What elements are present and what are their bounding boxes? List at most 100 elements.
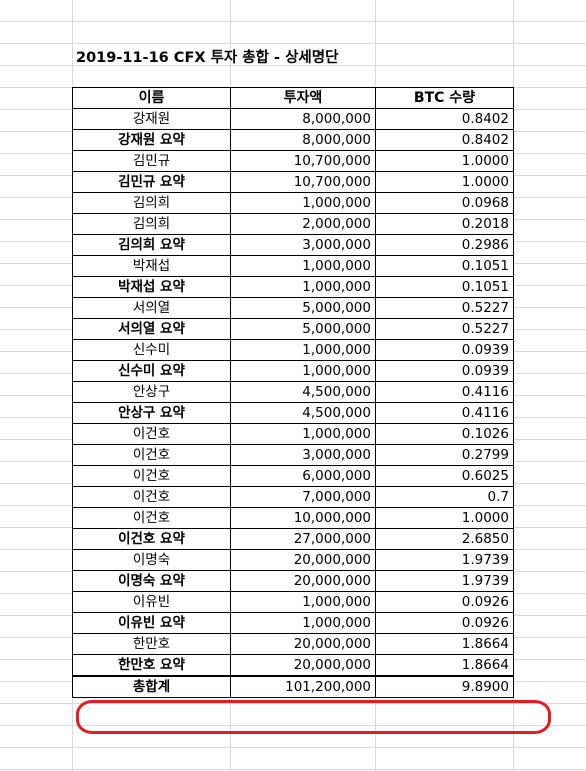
column-header-btc[interactable]: BTC 수량 xyxy=(375,87,514,109)
name-cell[interactable]: 서의열 xyxy=(72,297,231,319)
name-cell[interactable]: 강재원 요약 xyxy=(72,129,231,151)
name-cell[interactable]: 이명숙 요약 xyxy=(72,570,231,592)
amount-cell[interactable]: 1,000,000 xyxy=(230,255,376,277)
amount-cell[interactable]: 20,000,000 xyxy=(230,633,376,655)
table-row: 이유빈 1,000,000 0.0926 xyxy=(72,591,514,613)
table-row: 신수미 1,000,000 0.0939 xyxy=(72,339,514,361)
btc-cell[interactable]: 0.4116 xyxy=(375,402,514,424)
btc-cell[interactable]: 0.0926 xyxy=(375,591,514,613)
btc-cell[interactable]: 2.6850 xyxy=(375,528,514,550)
name-cell[interactable]: 이명숙 xyxy=(72,549,231,571)
btc-cell[interactable]: 0.1051 xyxy=(375,255,514,277)
name-cell[interactable]: 김민규 xyxy=(72,150,231,172)
amount-cell[interactable]: 7,000,000 xyxy=(230,486,376,508)
amount-cell[interactable]: 1,000,000 xyxy=(230,192,376,214)
amount-cell[interactable]: 1,000,000 xyxy=(230,339,376,361)
btc-cell[interactable]: 0.1026 xyxy=(375,423,514,445)
name-cell[interactable]: 이건호 xyxy=(72,486,231,508)
name-cell[interactable]: 박재섭 요약 xyxy=(72,276,231,298)
amount-cell[interactable]: 5,000,000 xyxy=(230,297,376,319)
btc-cell[interactable]: 1.0000 xyxy=(375,171,514,193)
gridline-horizontal xyxy=(0,747,586,748)
gridline-horizontal xyxy=(0,43,586,44)
btc-cell[interactable]: 0.5227 xyxy=(375,297,514,319)
btc-cell[interactable]: 1.9739 xyxy=(375,549,514,571)
name-cell[interactable]: 안상구 요약 xyxy=(72,402,231,424)
btc-cell[interactable]: 0.0968 xyxy=(375,192,514,214)
amount-cell[interactable]: 6,000,000 xyxy=(230,465,376,487)
amount-cell[interactable]: 20,000,000 xyxy=(230,549,376,571)
amount-cell[interactable]: 10,700,000 xyxy=(230,150,376,172)
amount-cell[interactable]: 2,000,000 xyxy=(230,213,376,235)
amount-cell[interactable]: 1,000,000 xyxy=(230,423,376,445)
summary-row: 이건호 요약 27,000,000 2.6850 xyxy=(72,528,514,550)
btc-cell[interactable]: 1.0000 xyxy=(375,150,514,172)
amount-cell[interactable]: 1,000,000 xyxy=(230,612,376,634)
btc-cell[interactable]: 1.9739 xyxy=(375,570,514,592)
btc-cell[interactable]: 1.0000 xyxy=(375,507,514,529)
name-cell[interactable]: 이건호 xyxy=(72,465,231,487)
amount-cell[interactable]: 5,000,000 xyxy=(230,318,376,340)
btc-cell[interactable]: 0.7 xyxy=(375,486,514,508)
amount-cell[interactable]: 4,500,000 xyxy=(230,402,376,424)
btc-cell[interactable]: 0.4116 xyxy=(375,381,514,403)
name-cell[interactable]: 박재섭 xyxy=(72,255,231,277)
amount-cell[interactable]: 8,000,000 xyxy=(230,129,376,151)
name-cell[interactable]: 신수미 요약 xyxy=(72,360,231,382)
name-cell[interactable]: 안상구 xyxy=(72,381,231,403)
amount-cell[interactable]: 10,700,000 xyxy=(230,171,376,193)
amount-cell[interactable]: 3,000,000 xyxy=(230,234,376,256)
btc-cell[interactable]: 0.2018 xyxy=(375,213,514,235)
name-cell[interactable]: 김의희 xyxy=(72,192,231,214)
btc-cell[interactable]: 0.8402 xyxy=(375,108,514,130)
amount-cell[interactable]: 1,000,000 xyxy=(230,360,376,382)
btc-cell[interactable]: 0.2799 xyxy=(375,444,514,466)
btc-cell[interactable]: 0.0926 xyxy=(375,612,514,634)
header-row: 이름 투자액 BTC 수량 xyxy=(72,87,514,109)
name-cell[interactable]: 이건호 xyxy=(72,507,231,529)
total-btc-cell[interactable]: 9.8900 xyxy=(375,675,514,698)
investment-table: 이름 투자액 BTC 수량 강재원 8,000,000 0.8402 강재원 요약 8,… xyxy=(72,87,514,698)
total-label-cell[interactable]: 총합계 xyxy=(72,675,231,698)
column-header-name[interactable]: 이름 xyxy=(72,87,231,109)
name-cell[interactable]: 이유빈 요약 xyxy=(72,612,231,634)
btc-cell[interactable]: 0.6025 xyxy=(375,465,514,487)
column-header-amount[interactable]: 투자액 xyxy=(230,87,376,109)
amount-cell[interactable]: 3,000,000 xyxy=(230,444,376,466)
btc-cell[interactable]: 0.1051 xyxy=(375,276,514,298)
total-amount-cell[interactable]: 101,200,000 xyxy=(230,675,376,698)
amount-cell[interactable]: 1,000,000 xyxy=(230,591,376,613)
btc-cell[interactable]: 0.0939 xyxy=(375,360,514,382)
name-cell[interactable]: 한만호 xyxy=(72,633,231,655)
summary-row: 김민규 요약 10,700,000 1.0000 xyxy=(72,171,514,193)
table-row: 한만호 20,000,000 1.8664 xyxy=(72,633,514,655)
name-cell[interactable]: 한만호 요약 xyxy=(72,654,231,677)
amount-cell[interactable]: 8,000,000 xyxy=(230,108,376,130)
btc-cell[interactable]: 0.0939 xyxy=(375,339,514,361)
table-row: 이건호 3,000,000 0.2799 xyxy=(72,444,514,466)
name-cell[interactable]: 김의희 요약 xyxy=(72,234,231,256)
name-cell[interactable]: 이건호 xyxy=(72,444,231,466)
amount-cell[interactable]: 1,000,000 xyxy=(230,276,376,298)
name-cell[interactable]: 김의희 xyxy=(72,213,231,235)
amount-cell[interactable]: 4,500,000 xyxy=(230,381,376,403)
summary-row: 한만호 요약 20,000,000 1.8664 xyxy=(72,654,514,677)
name-cell[interactable]: 이건호 요약 xyxy=(72,528,231,550)
name-cell[interactable]: 강재원 xyxy=(72,108,231,130)
amount-cell[interactable]: 20,000,000 xyxy=(230,570,376,592)
btc-cell[interactable]: 0.2986 xyxy=(375,234,514,256)
name-cell[interactable]: 서의열 요약 xyxy=(72,318,231,340)
summary-row: 박재섭 요약 1,000,000 0.1051 xyxy=(72,276,514,298)
amount-cell[interactable]: 27,000,000 xyxy=(230,528,376,550)
name-cell[interactable]: 이건호 xyxy=(72,423,231,445)
name-cell[interactable]: 신수미 xyxy=(72,339,231,361)
table-row: 이건호 7,000,000 0.7 xyxy=(72,486,514,508)
name-cell[interactable]: 김민규 요약 xyxy=(72,171,231,193)
btc-cell[interactable]: 0.5227 xyxy=(375,318,514,340)
amount-cell[interactable]: 10,000,000 xyxy=(230,507,376,529)
btc-cell[interactable]: 1.8664 xyxy=(375,654,514,677)
amount-cell[interactable]: 20,000,000 xyxy=(230,654,376,677)
btc-cell[interactable]: 1.8664 xyxy=(375,633,514,655)
name-cell[interactable]: 이유빈 xyxy=(72,591,231,613)
btc-cell[interactable]: 0.8402 xyxy=(375,129,514,151)
